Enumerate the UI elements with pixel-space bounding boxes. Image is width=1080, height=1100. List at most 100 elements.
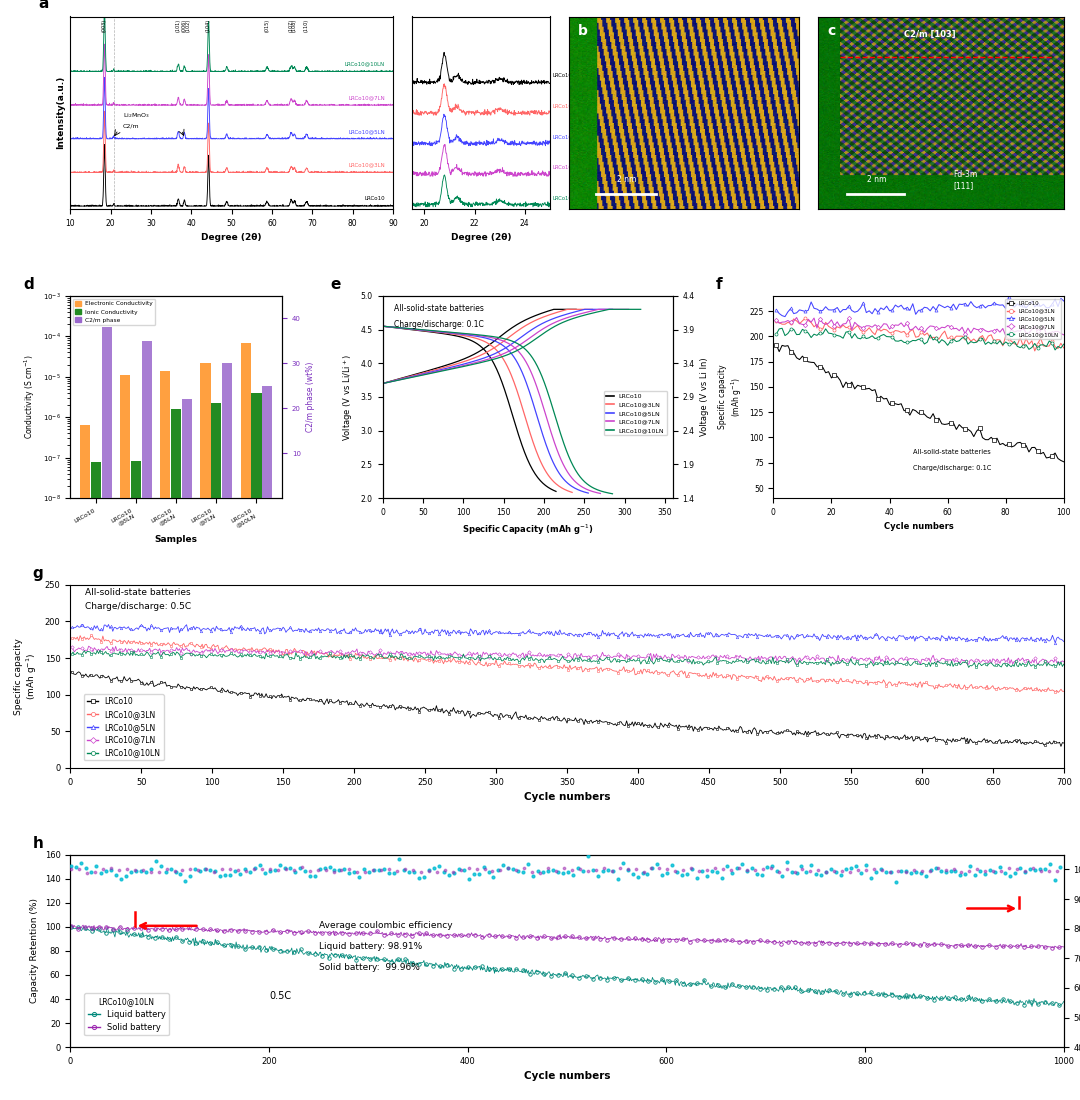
Point bbox=[174, 861, 191, 879]
Point bbox=[426, 859, 443, 877]
Y-axis label: Capacity Retention (%): Capacity Retention (%) bbox=[30, 899, 39, 1003]
Text: Fd-3m
[111]: Fd-3m [111] bbox=[954, 170, 977, 190]
Point bbox=[401, 862, 418, 880]
Y-axis label: C2/m phase (wt%): C2/m phase (wt%) bbox=[307, 362, 315, 432]
Point bbox=[293, 859, 310, 877]
Point bbox=[508, 861, 525, 879]
Point bbox=[103, 859, 120, 877]
Text: (102): (102) bbox=[186, 19, 190, 32]
Point bbox=[395, 861, 413, 879]
Point bbox=[786, 862, 804, 880]
Point bbox=[87, 858, 105, 876]
Point bbox=[97, 862, 114, 880]
Point bbox=[825, 861, 842, 879]
Point bbox=[261, 862, 279, 880]
Point bbox=[301, 862, 319, 880]
Point bbox=[659, 860, 676, 878]
Point bbox=[801, 861, 819, 879]
Point bbox=[1012, 859, 1029, 877]
Point bbox=[118, 868, 135, 886]
Point bbox=[1001, 867, 1018, 884]
Point bbox=[351, 869, 368, 887]
Point bbox=[929, 859, 946, 877]
Point bbox=[841, 864, 859, 881]
Point bbox=[491, 861, 509, 879]
Point bbox=[441, 867, 458, 884]
Point bbox=[575, 862, 592, 880]
Point bbox=[63, 860, 80, 878]
Point bbox=[321, 858, 338, 876]
Point bbox=[1016, 861, 1034, 879]
X-axis label: Cycle numbers: Cycle numbers bbox=[524, 1071, 610, 1081]
Point bbox=[476, 860, 494, 878]
Text: (015): (015) bbox=[265, 19, 270, 32]
Point bbox=[500, 859, 517, 877]
Point bbox=[167, 864, 185, 881]
Point bbox=[689, 869, 706, 887]
Point bbox=[366, 861, 383, 879]
Point bbox=[420, 861, 437, 879]
Text: C2/m: C2/m bbox=[123, 124, 139, 129]
Point bbox=[834, 862, 851, 880]
Text: 0.5C: 0.5C bbox=[269, 991, 291, 1001]
Point bbox=[902, 865, 919, 882]
Point bbox=[739, 861, 756, 879]
Point bbox=[991, 859, 1009, 877]
Point bbox=[624, 866, 642, 883]
Point bbox=[921, 862, 939, 880]
Bar bbox=[222, 363, 232, 498]
Point bbox=[465, 865, 483, 882]
Point bbox=[889, 862, 906, 880]
Point bbox=[355, 860, 373, 878]
Point bbox=[788, 865, 806, 882]
Point bbox=[460, 870, 477, 888]
Text: LRCo10@10LN: LRCo10@10LN bbox=[553, 195, 591, 200]
Point bbox=[942, 862, 959, 880]
Text: 2 nm: 2 nm bbox=[617, 175, 636, 184]
Point bbox=[728, 860, 745, 878]
Point bbox=[594, 862, 611, 880]
Point bbox=[947, 862, 964, 880]
Point bbox=[609, 870, 626, 888]
Point bbox=[197, 860, 214, 878]
Point bbox=[1051, 859, 1068, 877]
Bar bbox=[171, 409, 181, 1100]
Point bbox=[1022, 860, 1039, 878]
Point bbox=[72, 855, 90, 872]
Point bbox=[708, 864, 726, 881]
Point bbox=[754, 860, 771, 878]
Point bbox=[386, 865, 403, 882]
Point bbox=[802, 857, 820, 874]
Point bbox=[858, 860, 875, 878]
Bar bbox=[200, 363, 211, 1100]
Point bbox=[192, 861, 210, 879]
Point bbox=[254, 860, 271, 878]
Point bbox=[917, 867, 934, 884]
Point bbox=[205, 864, 222, 881]
Y-axis label: Specific capacity
(mAh g$^{-1}$): Specific capacity (mAh g$^{-1}$) bbox=[718, 365, 744, 429]
Point bbox=[724, 865, 741, 882]
Point bbox=[595, 859, 612, 877]
Point bbox=[611, 859, 629, 877]
Point bbox=[316, 859, 334, 877]
Point bbox=[172, 865, 189, 882]
Point bbox=[296, 862, 313, 880]
Bar bbox=[141, 341, 152, 498]
Text: Average coulombic efficiency: Average coulombic efficiency bbox=[319, 921, 453, 929]
Point bbox=[177, 872, 194, 890]
X-axis label: Samples: Samples bbox=[154, 535, 198, 543]
Y-axis label: Specific capacity
(mAh g$^{-1}$): Specific capacity (mAh g$^{-1}$) bbox=[14, 638, 39, 715]
Point bbox=[376, 860, 393, 878]
Point bbox=[325, 864, 342, 881]
Point bbox=[913, 864, 930, 881]
Point bbox=[246, 859, 264, 877]
Point bbox=[833, 866, 850, 883]
Point bbox=[242, 864, 259, 881]
Point bbox=[748, 866, 766, 883]
Point bbox=[361, 864, 378, 881]
Point bbox=[770, 862, 787, 880]
Text: Charge/discharge: 0.1C: Charge/discharge: 0.1C bbox=[394, 320, 484, 329]
Point bbox=[190, 861, 207, 879]
Point bbox=[669, 864, 686, 881]
Point bbox=[818, 864, 835, 881]
